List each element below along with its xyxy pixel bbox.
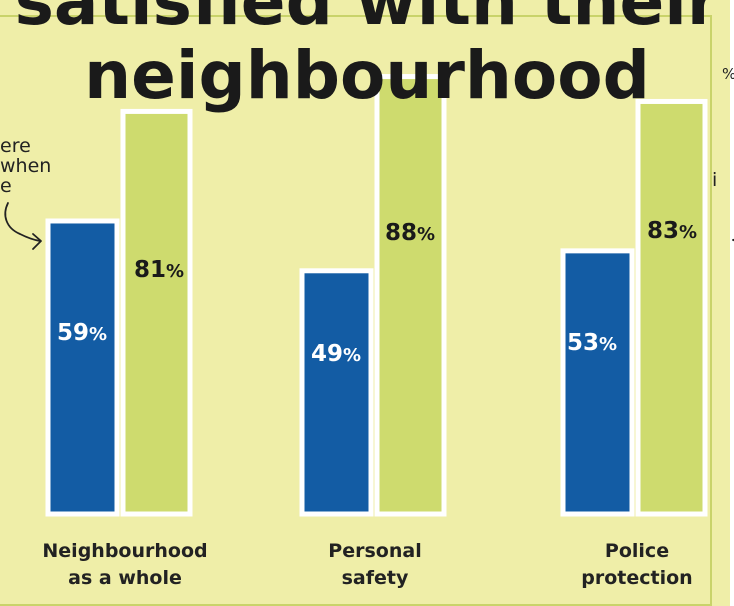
bar-value-label: 53% bbox=[567, 330, 617, 356]
bar-value-label: 83% bbox=[647, 218, 697, 244]
annotation-note-left-line-1: ere bbox=[0, 135, 31, 157]
chart-title-line-1: satisfied with their bbox=[14, 0, 720, 40]
bar-green-1 bbox=[374, 74, 447, 517]
bar-green-0 bbox=[120, 108, 193, 517]
panel-border bbox=[0, 15, 712, 606]
annotation-note-right-top: % bbox=[722, 64, 734, 84]
bar-value-label: 88% bbox=[385, 220, 435, 246]
bar-value-label: 81% bbox=[134, 257, 184, 283]
bar-value-label: 59% bbox=[57, 320, 107, 346]
annotation-note-left-line-2: when bbox=[0, 155, 52, 177]
category-label-line: Personal bbox=[328, 540, 422, 562]
annotation-arrow-left bbox=[4, 202, 41, 242]
category-label-line: protection bbox=[581, 567, 693, 589]
category-label-line: Neighbourhood bbox=[42, 540, 208, 562]
category-label-line: as a whole bbox=[68, 567, 182, 589]
bar-green-2 bbox=[635, 98, 708, 517]
annotation-note-left-line-3: e bbox=[0, 175, 12, 197]
category-label-police-protection: Police protection bbox=[537, 538, 734, 592]
bar-value-label: 49% bbox=[311, 341, 361, 367]
annotation-note-left: ere when e bbox=[0, 136, 51, 196]
annotation-arrow-right bbox=[732, 238, 734, 242]
bar-blue-0 bbox=[45, 218, 120, 517]
category-label-personal-safety: Personal safety bbox=[275, 538, 475, 592]
bar-blue-1 bbox=[299, 268, 374, 517]
category-label-line: safety bbox=[341, 567, 409, 589]
bar-blue-2 bbox=[560, 248, 635, 517]
category-label-neighbourhood: Neighbourhood as a whole bbox=[15, 538, 235, 592]
annotation-note-right-mid: i bbox=[712, 169, 718, 191]
annotation-arrowhead-left bbox=[32, 233, 42, 250]
chart-title-line-2: neighbourhood bbox=[84, 37, 650, 114]
category-label-line: Police bbox=[604, 540, 670, 562]
